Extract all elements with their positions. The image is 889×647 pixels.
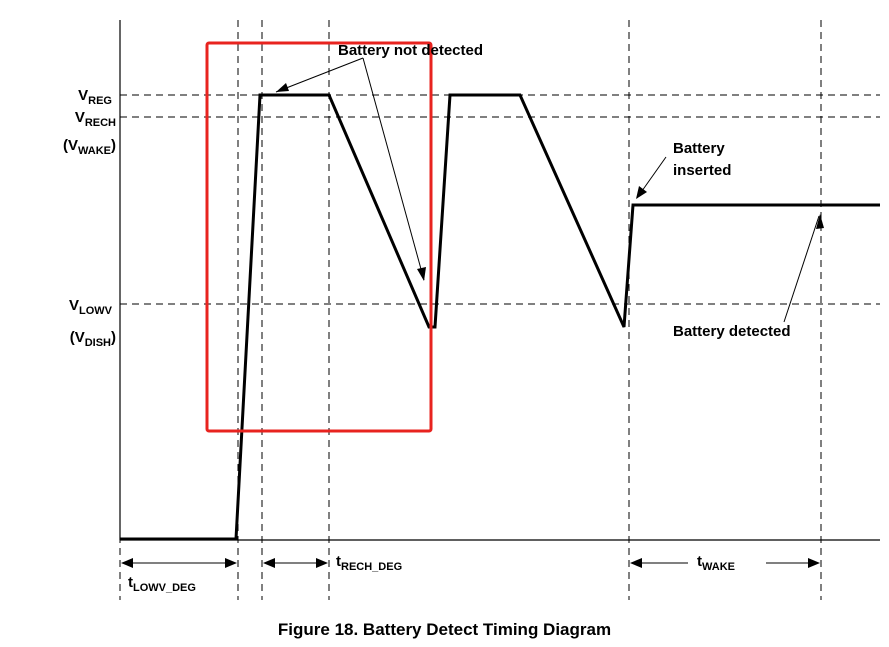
arrowhead-right-icon <box>808 558 820 568</box>
not-detected-arrow-2 <box>362 57 425 281</box>
tlowv-deg-label: tLOWV_DEG <box>128 574 196 594</box>
battery-inserted-label: inserted <box>673 162 731 179</box>
battery-detected-label: Battery detected <box>673 323 791 340</box>
highlight-box <box>205 41 433 433</box>
arrowhead-right-icon <box>225 558 237 568</box>
arrowhead-left-icon <box>263 558 275 568</box>
arrowhead-icon <box>636 186 647 199</box>
figure-caption: Figure 18. Battery Detect Timing Diagram <box>277 620 612 639</box>
battery-voltage-waveform <box>120 93 880 541</box>
vrech-label: VRECH <box>75 109 116 129</box>
vreg-label: VREG <box>78 87 112 107</box>
detected-arrow <box>783 215 820 323</box>
arrowhead-icon <box>417 267 426 281</box>
trech-deg-label: tRECH_DEG <box>336 553 402 573</box>
twake-label: tWAKE <box>697 553 735 573</box>
vdish-label: (VDISH) <box>70 329 116 349</box>
battery-not-detected-label: Battery not detected <box>338 42 483 59</box>
battery-inserted-label: Battery <box>673 140 725 157</box>
arrowhead-left-icon <box>630 558 642 568</box>
arrowhead-icon <box>816 214 824 229</box>
vlowv-label: VLOWV <box>69 297 113 317</box>
arrowhead-left-icon <box>121 558 133 568</box>
arrowhead-icon <box>276 83 289 92</box>
vwake-label: (VWAKE) <box>63 137 116 157</box>
arrowhead-right-icon <box>316 558 328 568</box>
not-detected-arrow-1 <box>275 57 364 93</box>
